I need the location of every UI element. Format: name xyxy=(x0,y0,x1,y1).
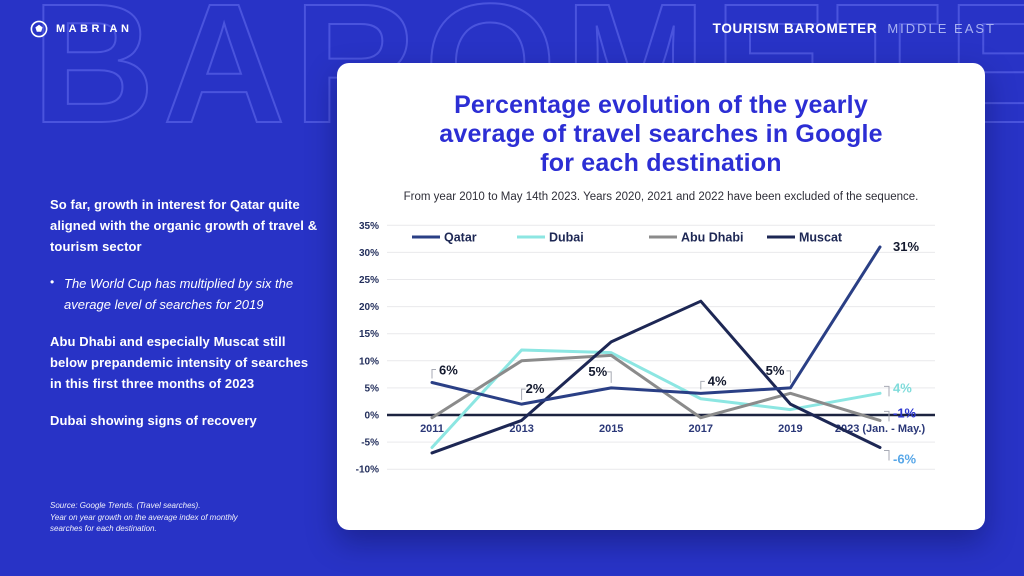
svg-text:10%: 10% xyxy=(359,356,379,367)
svg-text:Dubai: Dubai xyxy=(549,231,584,245)
sidebar-paragraph-abudhabi-muscat: Abu Dhabi and especially Muscat still be… xyxy=(50,334,309,392)
svg-text:2%: 2% xyxy=(526,381,545,396)
middle-east-label: MIDDLE EAST xyxy=(887,21,996,36)
line-chart: -10% -5% 0% 5% 10% 15% 20% 25% 30% 35% 2011 2013 201… xyxy=(347,217,975,502)
svg-text:Qatar: Qatar xyxy=(444,231,477,245)
source-note: Source: Google Trends. (Travel searches)… xyxy=(50,500,265,535)
chart-card: Percentage evolution of the yearly avera… xyxy=(337,63,985,530)
svg-text:4%: 4% xyxy=(708,373,727,388)
svg-text:-5%: -5% xyxy=(361,438,379,449)
svg-text:-6%: -6% xyxy=(893,452,917,467)
bullet-text: The World Cup has multiplied by six the … xyxy=(64,276,294,313)
svg-text:6%: 6% xyxy=(439,362,458,377)
source-line-2: Year on year growth on the average index… xyxy=(50,512,238,534)
svg-text:35%: 35% xyxy=(359,221,379,232)
sidebar-commentary: So far, growth in interest for Qatar qui… xyxy=(50,194,320,447)
svg-text:4%: 4% xyxy=(893,380,912,395)
svg-text:2017: 2017 xyxy=(689,423,713,435)
sidebar-paragraph-qatar: So far, growth in interest for Qatar qui… xyxy=(50,197,318,255)
svg-text:2023 (Jan. - May.): 2023 (Jan. - May.) xyxy=(835,423,926,435)
mabrian-logo-icon xyxy=(30,20,48,38)
chart-title: Percentage evolution of the yearly avera… xyxy=(439,91,883,177)
bullet-dot: • xyxy=(50,275,55,290)
svg-text:31%: 31% xyxy=(893,239,919,254)
svg-text:15%: 15% xyxy=(359,329,379,340)
svg-text:30%: 30% xyxy=(359,248,379,259)
tourism-barometer-label: TOURISM BAROMETER xyxy=(712,21,878,36)
svg-text:2011: 2011 xyxy=(420,423,444,435)
svg-text:0%: 0% xyxy=(365,411,380,422)
svg-text:5%: 5% xyxy=(365,383,380,394)
sidebar-paragraph-dubai: Dubai showing signs of recovery xyxy=(50,413,257,429)
line-chart-svg: -10% -5% 0% 5% 10% 15% 20% 25% 30% 35% 2011 2013 201… xyxy=(356,221,935,476)
header: MABRIAN TOURISM BAROMETER MIDDLE EAST xyxy=(0,0,1024,52)
source-line-1: Source: Google Trends. (Travel searches)… xyxy=(50,501,201,510)
svg-text:5%: 5% xyxy=(588,364,607,379)
mabrian-logo-text: MABRIAN xyxy=(56,23,133,35)
svg-text:5%: 5% xyxy=(766,363,785,378)
brand-title: TOURISM BAROMETER MIDDLE EAST xyxy=(713,21,996,36)
svg-text:25%: 25% xyxy=(359,275,379,286)
sidebar-bullet-world-cup: • The World Cup has multiplied by six th… xyxy=(50,273,320,315)
svg-text:-1%: -1% xyxy=(893,405,917,420)
svg-text:-10%: -10% xyxy=(356,465,379,476)
svg-text:Abu Dhabi: Abu Dhabi xyxy=(681,231,744,245)
svg-text:2015: 2015 xyxy=(599,423,623,435)
svg-text:20%: 20% xyxy=(359,302,379,313)
svg-text:2013: 2013 xyxy=(509,423,533,435)
svg-text:2019: 2019 xyxy=(778,423,802,435)
chart-subtitle: From year 2010 to May 14th 2023. Years 2… xyxy=(403,191,919,203)
mabrian-logo: MABRIAN xyxy=(30,20,132,38)
svg-text:Muscat: Muscat xyxy=(799,231,843,245)
